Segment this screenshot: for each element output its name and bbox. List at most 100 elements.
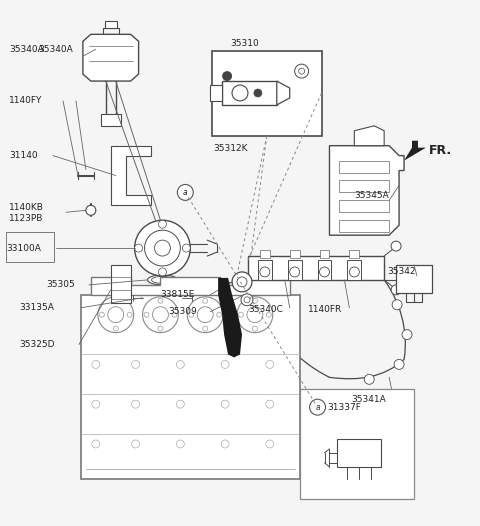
Circle shape xyxy=(391,285,401,295)
Circle shape xyxy=(252,298,257,304)
Circle shape xyxy=(237,297,273,332)
Circle shape xyxy=(260,267,270,277)
Bar xyxy=(339,220,389,232)
Text: 35342: 35342 xyxy=(387,267,416,277)
Bar xyxy=(337,439,381,467)
Circle shape xyxy=(158,220,167,228)
Bar xyxy=(396,265,432,293)
Circle shape xyxy=(92,360,100,368)
Circle shape xyxy=(299,68,305,74)
Circle shape xyxy=(364,375,374,385)
Bar xyxy=(248,256,384,280)
Circle shape xyxy=(132,400,140,408)
Text: 35309: 35309 xyxy=(168,307,197,316)
Circle shape xyxy=(203,298,208,304)
Circle shape xyxy=(221,440,229,448)
Text: 31337F: 31337F xyxy=(327,403,361,412)
Bar xyxy=(212,51,322,136)
Text: 31140: 31140 xyxy=(9,151,38,160)
Polygon shape xyxy=(91,277,290,295)
Bar xyxy=(105,22,117,28)
Circle shape xyxy=(113,298,118,304)
Circle shape xyxy=(132,440,140,448)
Circle shape xyxy=(108,307,124,322)
Circle shape xyxy=(176,400,184,408)
Circle shape xyxy=(99,312,104,317)
Circle shape xyxy=(86,205,96,215)
Ellipse shape xyxy=(147,275,178,285)
Text: 1140KB: 1140KB xyxy=(9,203,44,212)
Circle shape xyxy=(232,272,252,292)
Circle shape xyxy=(197,307,213,322)
Bar xyxy=(339,200,389,213)
Circle shape xyxy=(349,267,360,277)
Circle shape xyxy=(113,326,118,331)
Circle shape xyxy=(237,277,247,287)
Text: 35340C: 35340C xyxy=(248,305,283,314)
Circle shape xyxy=(153,307,168,322)
Circle shape xyxy=(241,294,253,306)
Polygon shape xyxy=(81,295,300,479)
Text: 1140FR: 1140FR xyxy=(308,305,342,314)
Text: 33135A: 33135A xyxy=(19,304,54,312)
Circle shape xyxy=(221,360,229,368)
Circle shape xyxy=(144,230,180,266)
Circle shape xyxy=(254,89,262,97)
Circle shape xyxy=(143,297,179,332)
Circle shape xyxy=(232,85,248,101)
Circle shape xyxy=(310,399,325,415)
Polygon shape xyxy=(354,126,384,146)
Circle shape xyxy=(391,241,401,251)
Circle shape xyxy=(176,360,184,368)
Bar xyxy=(288,260,301,280)
Circle shape xyxy=(392,300,402,310)
Bar xyxy=(260,250,270,258)
Circle shape xyxy=(216,312,222,317)
Text: 33100A: 33100A xyxy=(6,244,41,252)
Circle shape xyxy=(222,71,232,81)
Bar xyxy=(222,81,277,105)
Bar xyxy=(320,250,329,258)
Ellipse shape xyxy=(152,277,173,284)
Circle shape xyxy=(172,312,177,317)
Circle shape xyxy=(266,400,274,408)
Text: 33815E: 33815E xyxy=(160,290,195,299)
Bar xyxy=(111,265,131,303)
Text: FR.: FR. xyxy=(429,144,452,157)
Circle shape xyxy=(244,297,250,303)
Text: 35341A: 35341A xyxy=(351,394,386,404)
Bar xyxy=(318,260,332,280)
Circle shape xyxy=(394,359,404,369)
Circle shape xyxy=(266,440,274,448)
Circle shape xyxy=(176,440,184,448)
Polygon shape xyxy=(404,141,426,160)
Circle shape xyxy=(221,400,229,408)
Circle shape xyxy=(132,360,140,368)
Polygon shape xyxy=(83,34,139,81)
Bar xyxy=(300,389,414,499)
Circle shape xyxy=(247,307,263,322)
Circle shape xyxy=(290,267,300,277)
Circle shape xyxy=(402,330,412,340)
Bar xyxy=(339,160,389,173)
Circle shape xyxy=(158,298,163,304)
Text: 35305: 35305 xyxy=(46,280,75,289)
Circle shape xyxy=(187,297,223,332)
Bar xyxy=(210,85,222,101)
Circle shape xyxy=(182,244,190,252)
Circle shape xyxy=(92,400,100,408)
Text: 35345A: 35345A xyxy=(354,191,389,200)
Bar xyxy=(258,260,272,280)
Circle shape xyxy=(239,312,243,317)
Circle shape xyxy=(320,267,329,277)
Text: 1123PB: 1123PB xyxy=(9,214,44,222)
Bar xyxy=(349,250,360,258)
Bar xyxy=(6,232,54,262)
Circle shape xyxy=(155,240,170,256)
Circle shape xyxy=(98,297,133,332)
Circle shape xyxy=(266,312,271,317)
Polygon shape xyxy=(111,146,151,205)
Circle shape xyxy=(158,268,167,276)
Circle shape xyxy=(252,326,257,331)
Circle shape xyxy=(92,440,100,448)
